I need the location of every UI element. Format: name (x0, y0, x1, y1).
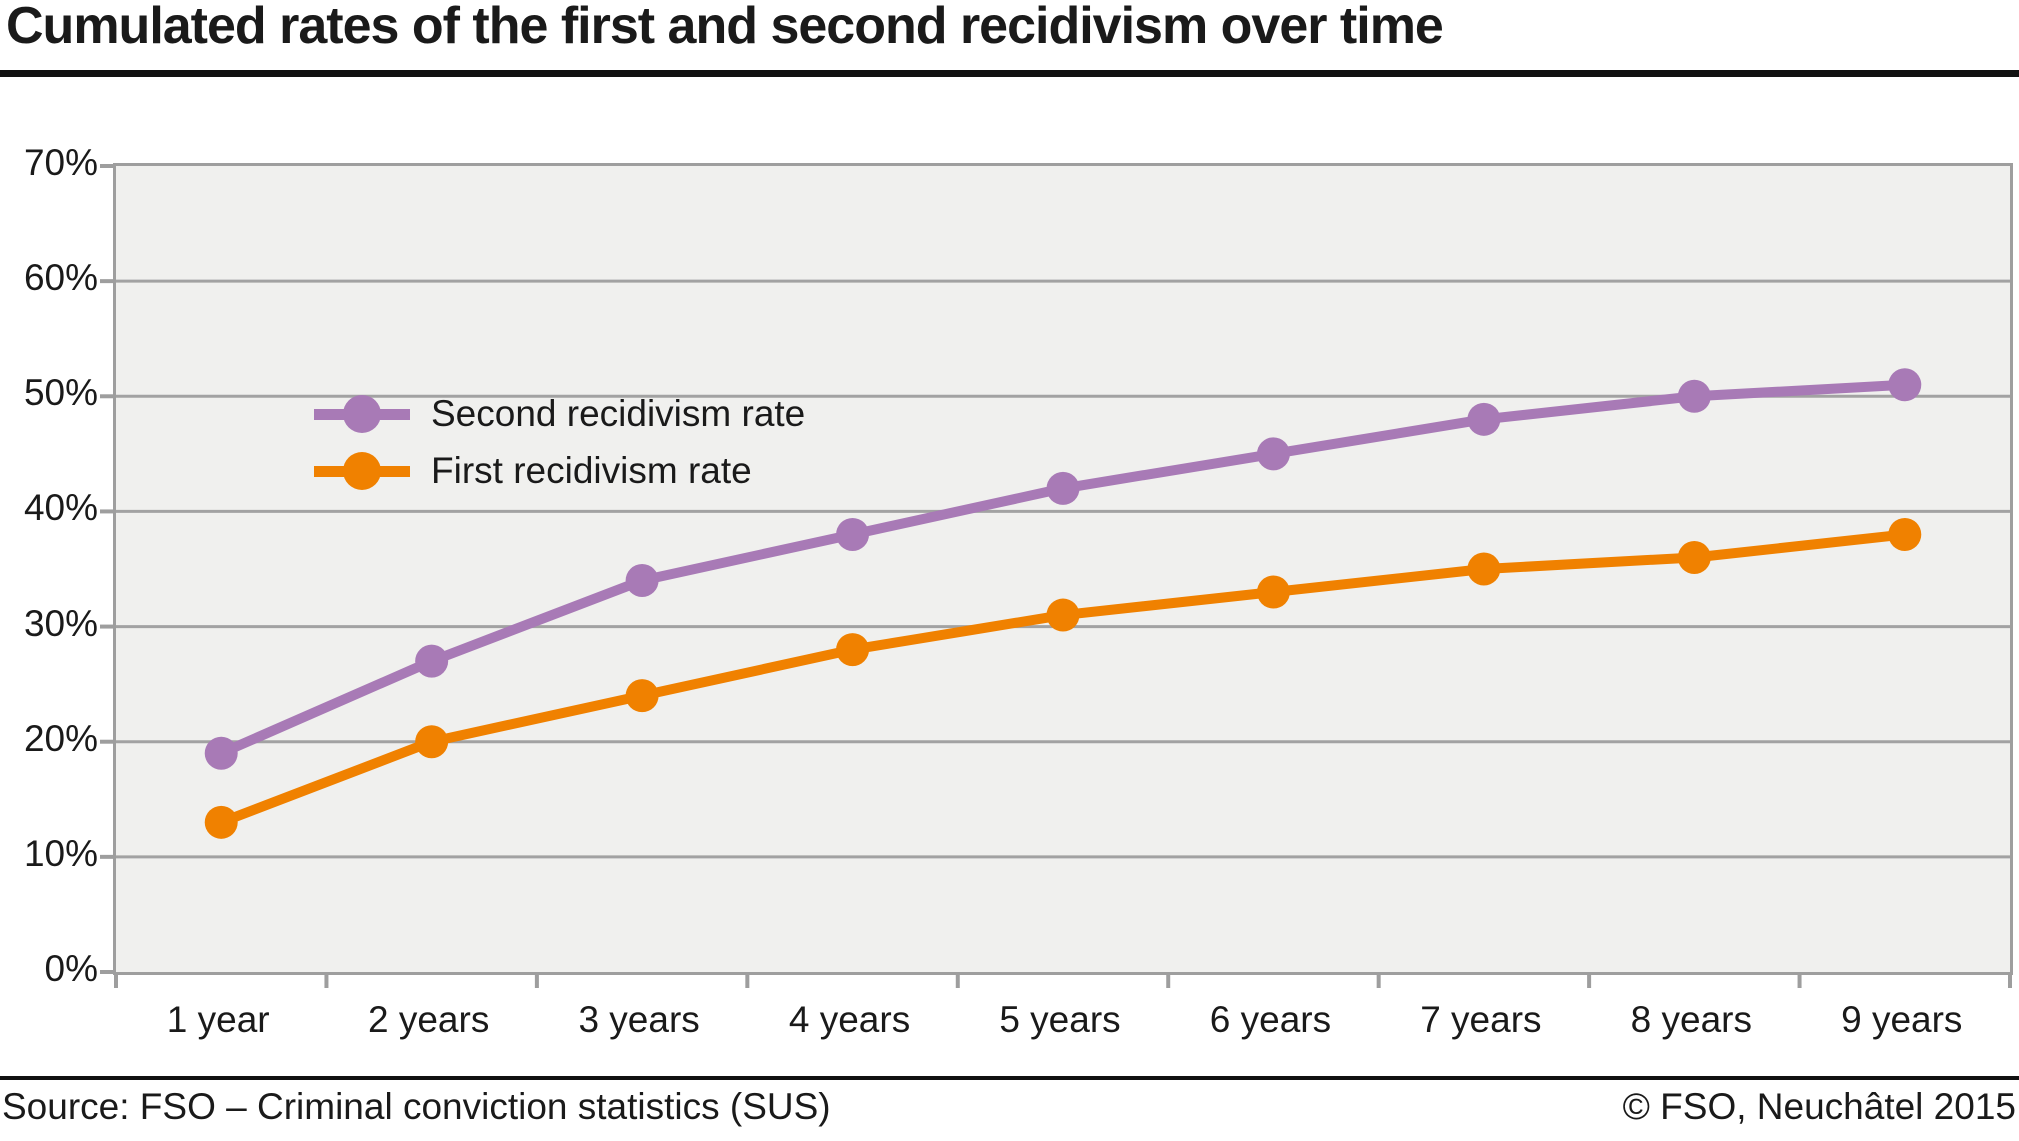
copyright-text: © FSO, Neuchâtel 2015 (1622, 1086, 2016, 1127)
y-axis-tick-label: 10% (23, 832, 98, 874)
data-point-first_recidivism (1046, 598, 1080, 632)
data-point-second_recidivism (1256, 437, 1290, 471)
x-axis-tick-label: 6 years (1209, 999, 1332, 1040)
chart-title: Cumulated rates of the first and second … (6, 0, 1444, 55)
legend-dot-icon (343, 395, 381, 433)
y-axis-tick-label: 20% (23, 717, 98, 759)
data-point-first_recidivism (1677, 540, 1711, 574)
data-point-second_recidivism (836, 517, 870, 551)
footer-rule (0, 1076, 2019, 1080)
legend-item: Second recidivism rate (314, 393, 806, 434)
data-point-first_recidivism (415, 725, 449, 759)
plot-area: Second recidivism rate First recidivism r… (100, 163, 2013, 988)
legend-label: First recidivism rate (431, 450, 752, 491)
data-point-second_recidivism (1046, 471, 1080, 505)
data-point-second_recidivism (1677, 379, 1711, 413)
y-axis-tick-label: 70% (23, 142, 98, 183)
x-axis-tick-label: 3 years (578, 999, 700, 1040)
x-axis-tick-label: 9 years (1841, 999, 1963, 1040)
legend-item: First recidivism rate (314, 450, 805, 491)
legend-dot-icon (343, 452, 381, 490)
data-point-first_recidivism (1467, 552, 1501, 586)
data-point-second_recidivism (625, 564, 659, 598)
legend-marker-icon (314, 452, 410, 490)
data-point-second_recidivism (204, 736, 238, 770)
x-axis-tick-label: 7 years (1420, 999, 1542, 1040)
y-axis-tick-label: 30% (23, 602, 98, 644)
legend-marker-icon (314, 395, 410, 433)
data-point-second_recidivism (415, 644, 449, 678)
legend-label: Second recidivism rate (431, 393, 806, 434)
x-axis-tick-label: 5 years (999, 999, 1121, 1040)
x-axis-tick-label: 4 years (788, 999, 911, 1040)
data-point-first_recidivism (204, 805, 238, 839)
source-text: Source: FSO – Criminal conviction statis… (2, 1086, 831, 1127)
x-axis-tick-label: 2 years (367, 999, 490, 1040)
legend: Second recidivism rate First recidivism r… (314, 393, 806, 491)
data-point-second_recidivism (1888, 368, 1922, 402)
x-axis-tick-label: 8 years (1630, 999, 1752, 1040)
plot-svg (100, 164, 2012, 988)
y-axis-tick-label: 50% (23, 372, 98, 414)
x-axis-tick-label: 1 year (166, 999, 270, 1040)
data-point-first_recidivism (1888, 517, 1922, 551)
series-line-first_recidivism (216, 529, 1910, 828)
data-point-first_recidivism (625, 679, 659, 713)
y-axis-tick-label: 0% (44, 948, 98, 989)
y-axis-tick-label: 60% (23, 257, 98, 299)
y-axis-tick-label: 40% (23, 487, 98, 529)
data-point-second_recidivism (1467, 402, 1501, 436)
data-point-first_recidivism (836, 633, 870, 667)
data-point-first_recidivism (1256, 575, 1290, 609)
title-rule (0, 70, 2019, 77)
